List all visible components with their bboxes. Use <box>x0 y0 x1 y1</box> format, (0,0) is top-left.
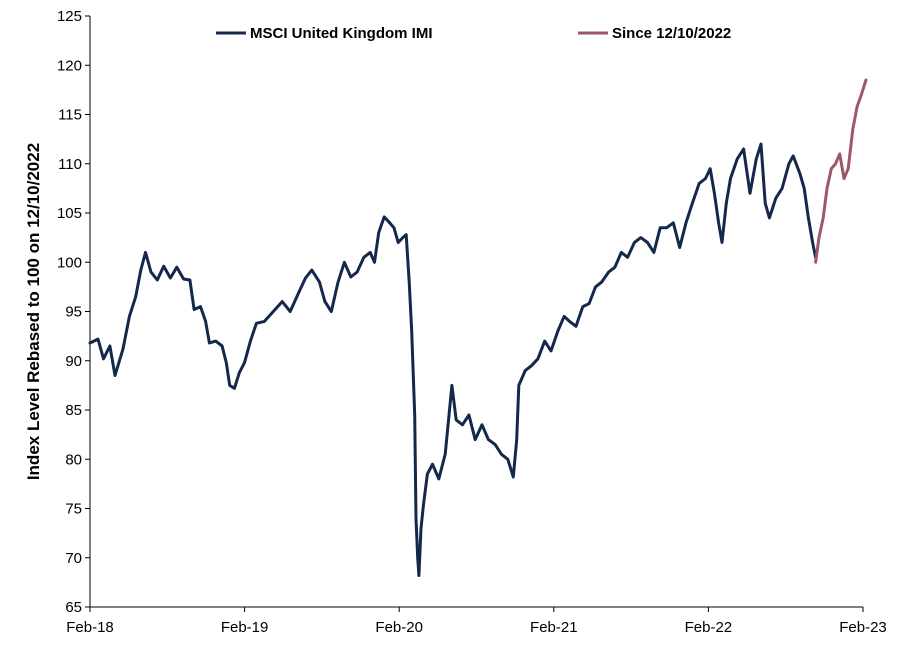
y-tick-label: 80 <box>65 451 82 468</box>
y-axis-label: Index Level Rebased to 100 on 12/10/2022 <box>24 143 43 480</box>
y-tick-label: 65 <box>65 599 82 616</box>
y-tick-label: 90 <box>65 353 82 370</box>
y-tick-label: 120 <box>57 57 82 74</box>
y-tick-label: 70 <box>65 550 82 567</box>
x-axis: Feb-18 Feb-19 Feb-20 Feb-21 Feb-22 Feb-23 <box>66 606 887 636</box>
series-layer <box>88 78 868 577</box>
y-tick-label: 85 <box>65 402 82 419</box>
y-tick-label: 115 <box>58 107 82 124</box>
x-tick-label: Feb-19 <box>221 619 269 636</box>
x-tick-label: Feb-18 <box>66 619 114 636</box>
y-tick-label: 95 <box>65 304 82 321</box>
x-tick-label: Feb-22 <box>685 619 733 636</box>
legend: MSCI United Kingdom IMI Since 12/10/2022 <box>216 25 731 42</box>
y-tick-label: 105 <box>57 205 82 222</box>
y-axis: 65 70 75 80 85 90 95 100 105 110 115 120 125 <box>57 8 91 616</box>
x-tick-label: Feb-21 <box>530 619 578 636</box>
x-tick-label: Feb-23 <box>839 619 887 636</box>
y-tick-label: 75 <box>65 501 82 518</box>
y-tick-label: 125 <box>57 8 82 25</box>
y-tick-label: 100 <box>57 254 82 271</box>
x-tick-label: Feb-20 <box>375 619 423 636</box>
series-line-0 <box>88 142 818 577</box>
y-tick-label: 110 <box>58 156 82 173</box>
legend-label-uk-imi: MSCI United Kingdom IMI <box>250 25 432 42</box>
series-line-1 <box>814 78 868 264</box>
legend-label-since: Since 12/10/2022 <box>612 25 731 42</box>
